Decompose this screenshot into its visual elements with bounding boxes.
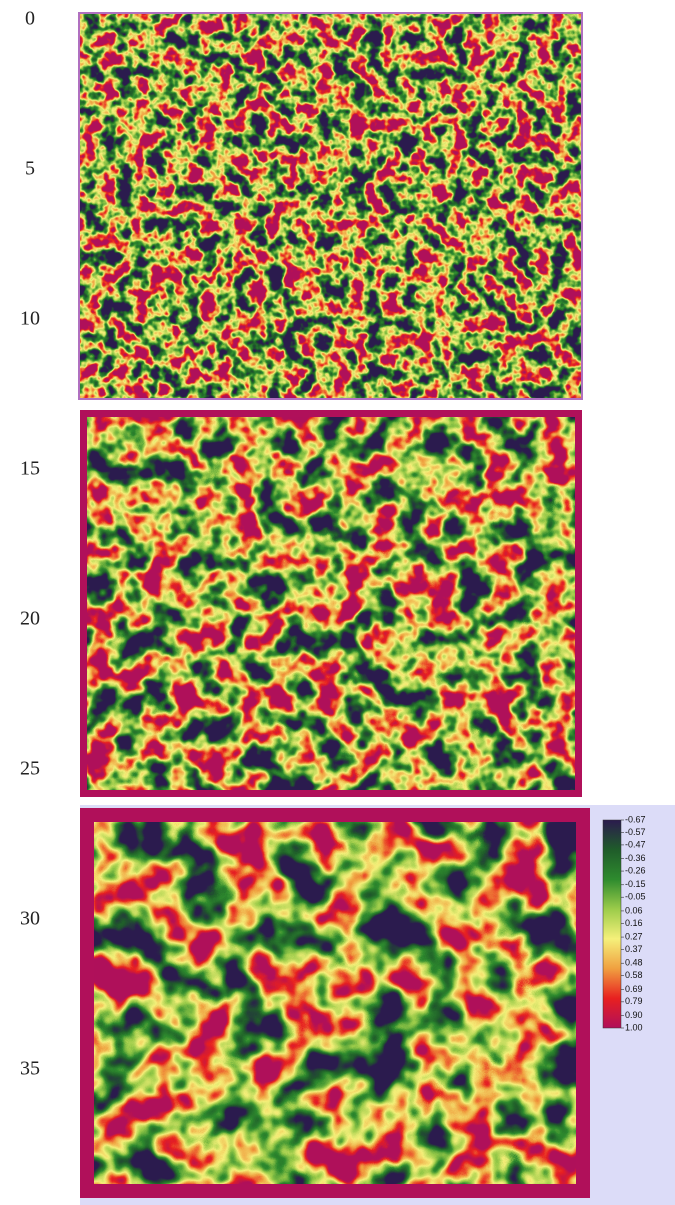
heatmap-image	[94, 822, 576, 1184]
y-tick-label: 30	[20, 908, 40, 930]
colorbar-tick-label: 0.48	[625, 958, 643, 968]
y-tick-label: 20	[20, 608, 40, 630]
y-tick-label: 0	[25, 8, 35, 30]
colorbar-tick-label: 0.27	[625, 931, 643, 941]
colorbar	[602, 819, 622, 1029]
y-tick-label: 35	[20, 1058, 40, 1080]
colorbar-tick-label: 0.90	[625, 1010, 643, 1020]
colorbar-tick-label: 0.79	[625, 996, 643, 1006]
colorbar-tick-label: 0.69	[625, 984, 643, 994]
colorbar-tick-label: 0.16	[625, 918, 643, 928]
colorbar-tick-label: 1.00	[625, 1022, 643, 1032]
colorbar-tick-label: -0.05	[625, 892, 646, 902]
colorbar-tick-label: -0.67	[625, 814, 646, 824]
colorbar-tick-label: -0.47	[625, 839, 646, 849]
colorbar-tick-label: 0.37	[625, 944, 643, 954]
colorbar-tick-label: -0.15	[625, 879, 646, 889]
colorbar-tick-label: 0.06	[625, 905, 643, 915]
y-tick-label: 25	[20, 758, 40, 780]
heatmap-image	[80, 14, 581, 398]
heatmap-image	[87, 417, 575, 790]
y-tick-label: 5	[25, 158, 35, 180]
colorbar-tick-label: -0.36	[625, 853, 646, 863]
y-tick-label: 10	[20, 308, 40, 330]
colorbar-tick-label: -0.57	[625, 827, 646, 837]
y-tick-label: 15	[20, 458, 40, 480]
colorbar-tick-label: 0.58	[625, 970, 643, 980]
colorbar-tick-label: -0.26	[625, 865, 646, 875]
